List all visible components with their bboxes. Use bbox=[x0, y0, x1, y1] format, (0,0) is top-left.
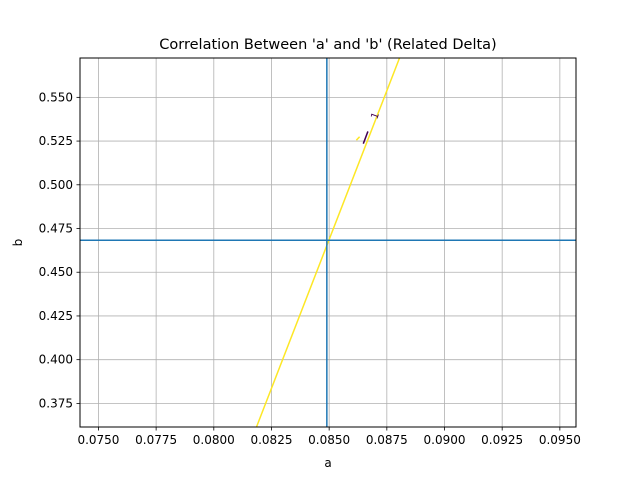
contour-segment bbox=[355, 136, 361, 141]
y-tick-label: 0.475 bbox=[39, 222, 73, 236]
x-tick-label: 0.0750 bbox=[77, 433, 119, 447]
contour-segment bbox=[362, 131, 369, 144]
y-tick-label: 0.525 bbox=[39, 134, 73, 148]
y-tick-label: 0.550 bbox=[39, 90, 73, 104]
x-tick-label: 0.0775 bbox=[135, 433, 177, 447]
grid bbox=[80, 58, 576, 427]
x-axis-label: a bbox=[324, 456, 331, 470]
x-tick-label: 0.0900 bbox=[424, 433, 466, 447]
y-axis-ticks: 0.375 0.400 0.425 0.450 0.475 0.500 0.525 0.550 bbox=[39, 90, 80, 410]
y-axis-label: b bbox=[11, 239, 25, 247]
x-tick-label: 0.0950 bbox=[539, 433, 581, 447]
contour-label: 1 bbox=[370, 111, 383, 121]
x-tick-label: 0.0825 bbox=[250, 433, 292, 447]
y-tick-label: 0.400 bbox=[39, 353, 73, 367]
x-tick-label: 0.0850 bbox=[308, 433, 350, 447]
reference-lines bbox=[80, 58, 576, 427]
x-tick-label: 0.0875 bbox=[366, 433, 408, 447]
x-axis-ticks: 0.0750 0.0775 0.0800 0.0825 0.0850 0.0875 0.09… bbox=[77, 427, 581, 447]
plot-frame bbox=[79, 57, 577, 428]
series-line bbox=[255, 57, 401, 428]
contour-layer: 1 bbox=[355, 111, 383, 144]
chart-title: Correlation Between 'a' and 'b' (Related… bbox=[159, 37, 496, 53]
y-tick-label: 0.425 bbox=[39, 309, 73, 323]
y-tick-label: 0.450 bbox=[39, 265, 73, 279]
x-tick-label: 0.0925 bbox=[481, 433, 523, 447]
series-layer bbox=[255, 57, 401, 428]
x-tick-label: 0.0800 bbox=[193, 433, 235, 447]
y-tick-label: 0.500 bbox=[39, 178, 73, 192]
y-tick-label: 0.375 bbox=[39, 396, 73, 410]
